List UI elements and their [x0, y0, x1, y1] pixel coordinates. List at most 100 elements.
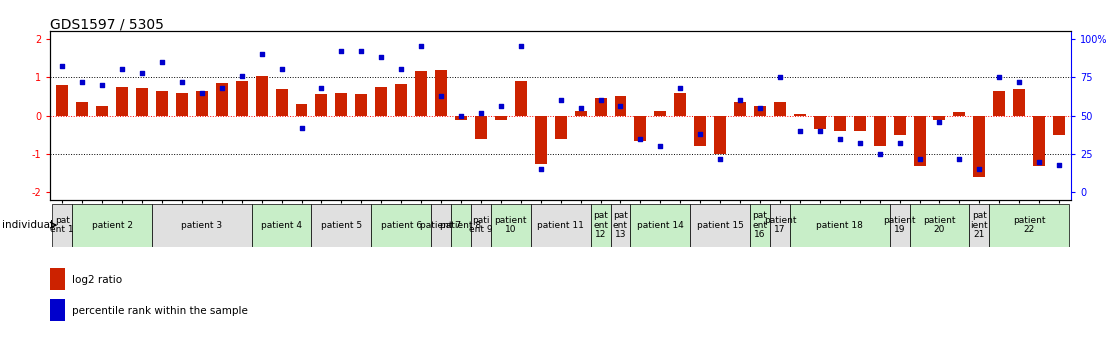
- Bar: [471, 204, 491, 247]
- Bar: [934, 116, 946, 120]
- Bar: [610, 204, 631, 247]
- Point: [273, 67, 291, 72]
- Point: [790, 128, 808, 134]
- Bar: [432, 204, 451, 247]
- Text: log2 ratio: log2 ratio: [72, 275, 122, 285]
- Bar: [256, 76, 267, 116]
- Point: [54, 63, 72, 69]
- Point: [352, 48, 370, 54]
- Point: [811, 128, 828, 134]
- Bar: [371, 204, 432, 247]
- Bar: [615, 96, 626, 116]
- Bar: [312, 204, 371, 247]
- Bar: [814, 116, 826, 129]
- Point: [991, 75, 1008, 80]
- Bar: [415, 71, 427, 116]
- Text: patient 2: patient 2: [92, 220, 133, 230]
- Bar: [315, 95, 328, 116]
- Bar: [53, 204, 73, 247]
- Point: [1011, 79, 1029, 85]
- Text: percentile rank within the sample: percentile rank within the sample: [72, 306, 247, 316]
- Point: [571, 105, 589, 111]
- Bar: [790, 204, 890, 247]
- Point: [133, 70, 151, 75]
- Bar: [954, 112, 965, 116]
- Text: individual: individual: [2, 220, 54, 230]
- Point: [392, 67, 410, 72]
- Bar: [631, 204, 690, 247]
- Bar: [196, 91, 208, 116]
- Point: [871, 151, 889, 157]
- Point: [212, 85, 230, 91]
- Bar: [1013, 89, 1025, 116]
- Bar: [989, 204, 1069, 247]
- Bar: [76, 102, 88, 116]
- Point: [591, 97, 609, 103]
- Bar: [252, 204, 312, 247]
- Bar: [236, 81, 248, 116]
- Text: patient 8: patient 8: [440, 220, 482, 230]
- Point: [413, 44, 430, 49]
- Text: pat
ent
12: pat ent 12: [593, 211, 608, 239]
- Point: [751, 105, 769, 111]
- Bar: [794, 114, 806, 116]
- Point: [612, 104, 629, 109]
- Bar: [694, 116, 707, 146]
- Point: [173, 79, 191, 85]
- Point: [113, 67, 131, 72]
- Bar: [674, 92, 686, 116]
- Text: patient
19: patient 19: [883, 216, 916, 235]
- Bar: [714, 116, 727, 154]
- Text: patient 18: patient 18: [816, 220, 863, 230]
- Bar: [455, 116, 467, 120]
- Bar: [96, 106, 108, 116]
- Point: [632, 136, 650, 141]
- Point: [891, 140, 909, 146]
- Bar: [152, 204, 252, 247]
- Point: [910, 156, 928, 161]
- Bar: [335, 92, 348, 116]
- Bar: [356, 95, 368, 116]
- Point: [1030, 159, 1048, 165]
- Point: [691, 131, 709, 137]
- Text: patient 4: patient 4: [262, 220, 302, 230]
- Text: patient 11: patient 11: [538, 220, 584, 230]
- Bar: [774, 102, 786, 116]
- Bar: [495, 116, 506, 120]
- Bar: [854, 116, 865, 131]
- Text: patient 14: patient 14: [637, 220, 684, 230]
- Bar: [555, 116, 567, 139]
- Bar: [1053, 116, 1065, 135]
- Bar: [56, 85, 68, 116]
- Bar: [216, 83, 228, 116]
- Bar: [910, 204, 969, 247]
- Bar: [73, 204, 152, 247]
- Text: pat
ent
16: pat ent 16: [752, 211, 768, 239]
- Text: pati
ent 9: pati ent 9: [470, 216, 493, 235]
- Point: [153, 59, 171, 65]
- Point: [93, 82, 111, 88]
- Bar: [451, 204, 471, 247]
- Bar: [873, 116, 885, 146]
- Text: patient 6: patient 6: [380, 220, 421, 230]
- Text: patient
17: patient 17: [764, 216, 796, 235]
- Point: [492, 104, 510, 109]
- Point: [950, 156, 968, 161]
- Bar: [993, 91, 1005, 116]
- Bar: [534, 116, 547, 164]
- Point: [233, 73, 250, 78]
- Point: [831, 136, 849, 141]
- Point: [771, 75, 789, 80]
- Bar: [157, 91, 168, 116]
- Text: patient 15: patient 15: [697, 220, 743, 230]
- Text: patient
22: patient 22: [1013, 216, 1045, 235]
- Point: [253, 51, 271, 57]
- Bar: [969, 204, 989, 247]
- Point: [512, 44, 530, 49]
- Point: [532, 167, 550, 172]
- Bar: [531, 204, 590, 247]
- Point: [711, 156, 729, 161]
- Point: [552, 97, 570, 103]
- Bar: [491, 204, 531, 247]
- Bar: [690, 204, 750, 247]
